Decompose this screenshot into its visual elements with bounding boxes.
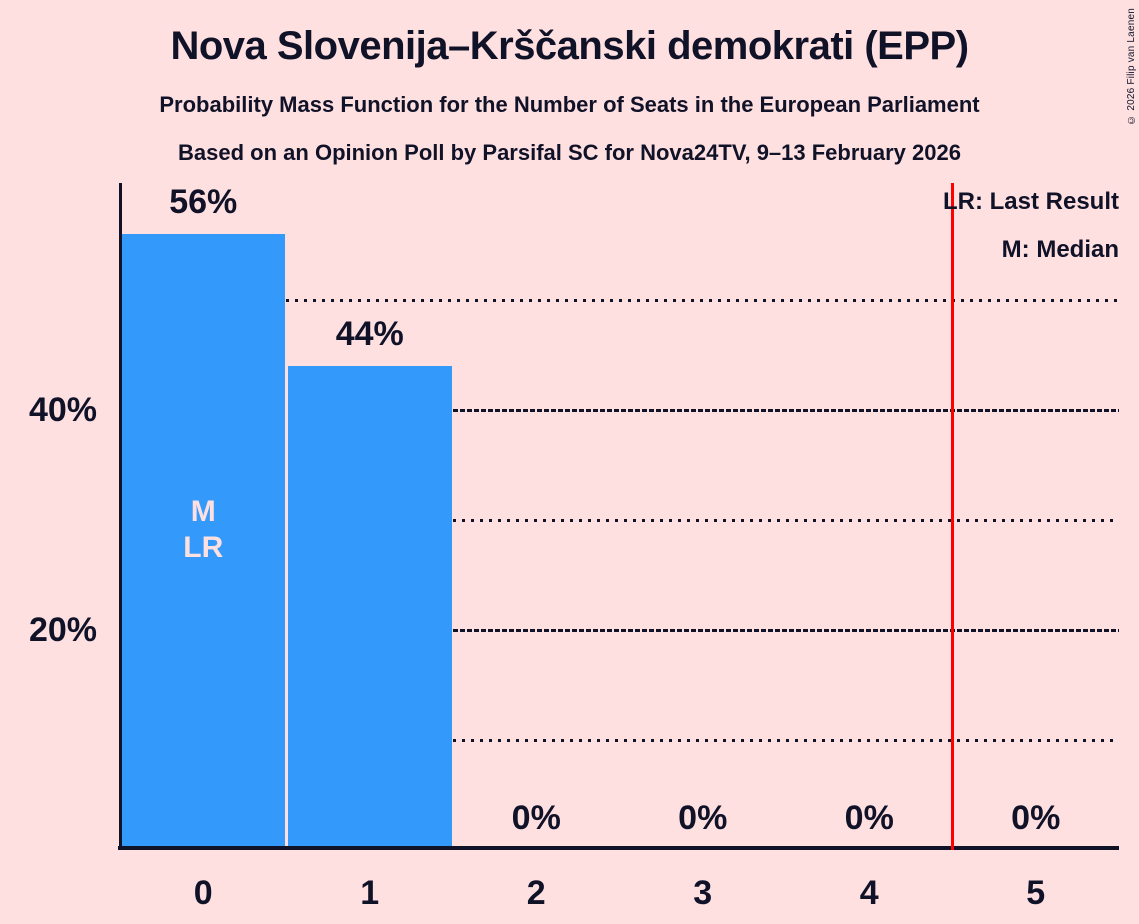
gridline-dashed-40 xyxy=(452,409,1119,412)
gridline-dotted-30 xyxy=(452,519,1119,522)
x-tick-label-1: 1 xyxy=(360,874,380,912)
y-tick-label-40: 40% xyxy=(28,391,97,429)
bar-seats-1 xyxy=(288,366,452,850)
copyright-text: © 2026 Filip van Laenen xyxy=(1126,8,1137,125)
x-tick-label-4: 4 xyxy=(859,874,879,912)
chart-subtitle-pmf: Probability Mass Function for the Number… xyxy=(159,92,980,117)
bar-value-label-2: 0% xyxy=(511,799,561,837)
median-last-result-label: M LR xyxy=(183,495,224,564)
y-tick-label-20: 20% xyxy=(28,611,97,649)
gridline-dashed-20 xyxy=(452,629,1119,632)
x-tick-label-3: 3 xyxy=(693,874,713,912)
legend-last-result: LR: Last Result xyxy=(942,188,1119,215)
x-tick-label-5: 5 xyxy=(1026,874,1046,912)
vertical-reference-line xyxy=(951,183,954,850)
x-axis-line xyxy=(118,846,1119,850)
y-axis-line xyxy=(119,183,122,850)
page-title: Nova Slovenija–Krščanski demokrati (EPP) xyxy=(170,24,969,68)
bar-value-label-4: 0% xyxy=(844,799,894,837)
bar-value-label-5: 0% xyxy=(1011,799,1061,837)
gridline-dotted-10 xyxy=(452,739,1119,742)
bar-value-label-1: 44% xyxy=(335,315,404,353)
bar-value-label-3: 0% xyxy=(678,799,728,837)
gridline-dotted-50 xyxy=(286,299,1119,302)
x-tick-label-0: 0 xyxy=(193,874,213,912)
x-tick-label-2: 2 xyxy=(526,874,546,912)
bar-seats-0 xyxy=(121,234,285,850)
legend-median: M: Median xyxy=(1001,236,1119,263)
chart-subtitle-poll: Based on an Opinion Poll by Parsifal SC … xyxy=(178,140,961,165)
bar-value-label-0: 56% xyxy=(169,183,238,221)
